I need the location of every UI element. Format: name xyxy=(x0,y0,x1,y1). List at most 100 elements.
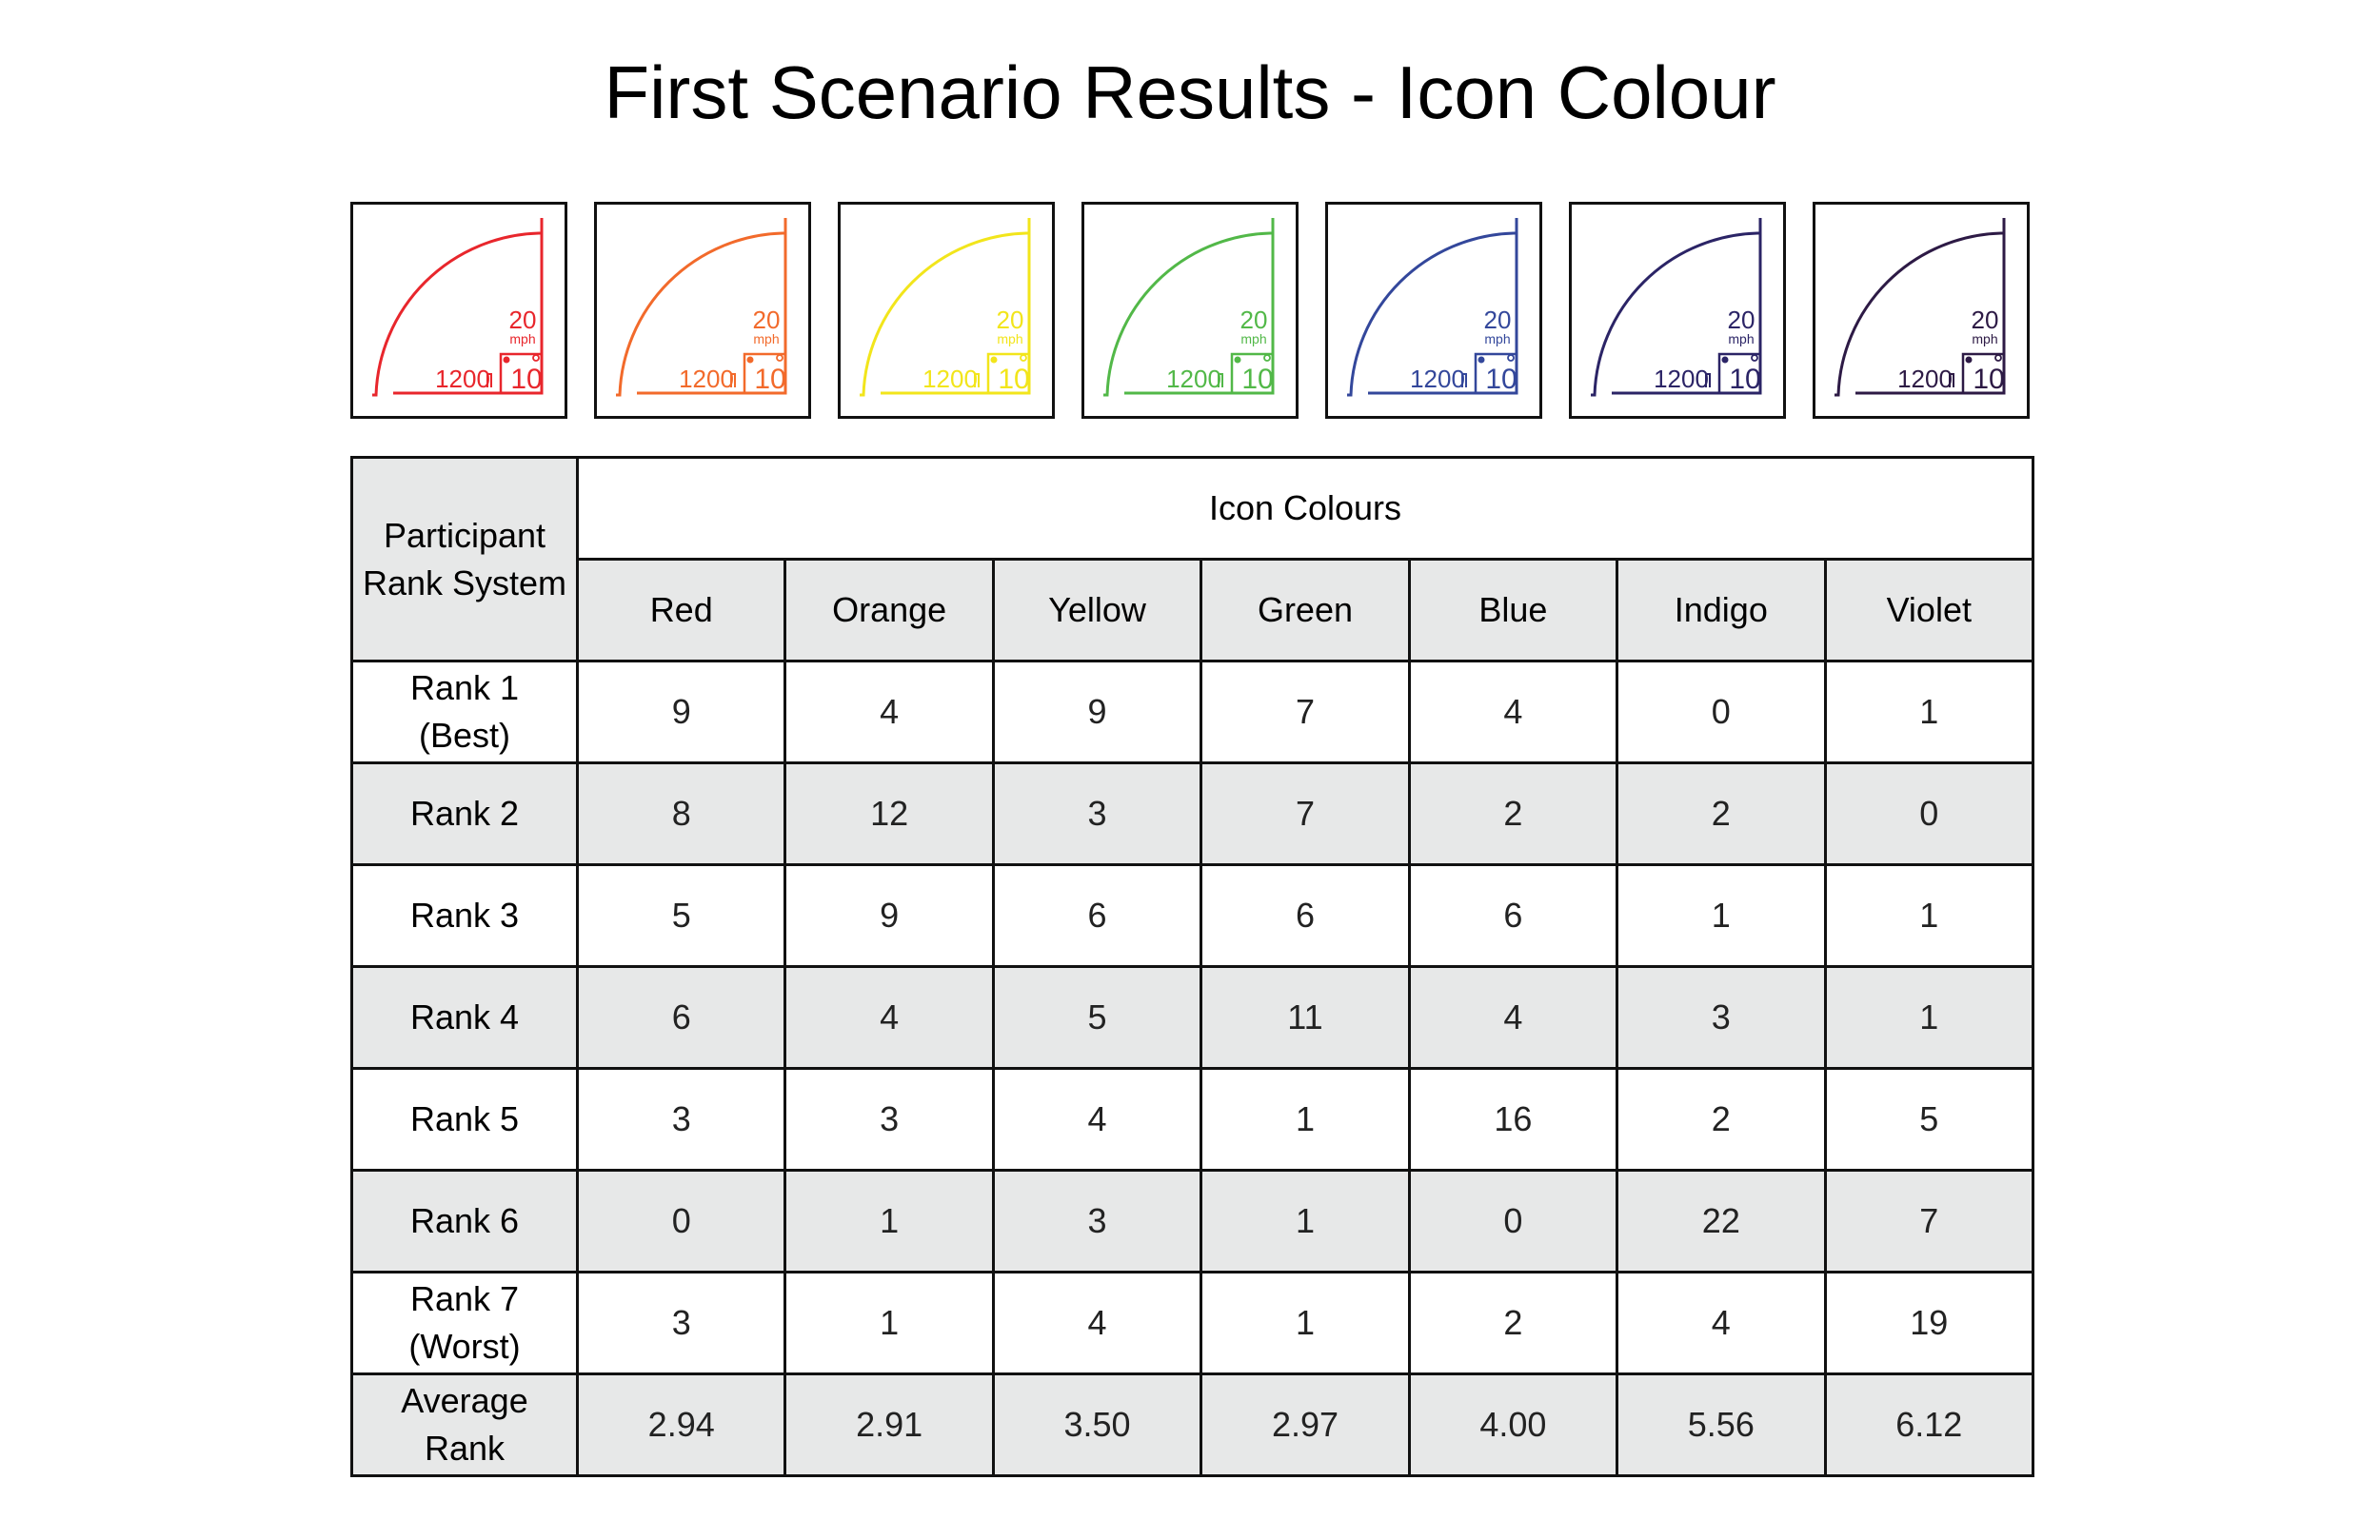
speed-value: 20 xyxy=(1728,306,1755,334)
table-cell: 0 xyxy=(1823,761,2035,866)
table-cell: 4.00 xyxy=(1407,1372,1619,1477)
row-header-line: Rank 2 xyxy=(409,794,520,833)
table-cell: 4 xyxy=(783,660,995,764)
distance-value: 1200 xyxy=(1654,365,1709,393)
table-cell: 5 xyxy=(575,863,787,968)
distance-unit-glyph xyxy=(1461,373,1467,387)
distance-unit-glyph xyxy=(1949,373,1954,387)
table-cell: 0 xyxy=(1407,1169,1619,1273)
row-header-line: Rank 1 xyxy=(409,668,520,707)
table-cell: 2 xyxy=(1616,1067,1827,1172)
row-header: Rank 4 xyxy=(350,965,579,1070)
count-value: 10 xyxy=(1485,364,1517,395)
speed-unit: mph xyxy=(1972,331,1997,346)
curve-line xyxy=(1347,218,1518,397)
distance-value: 1200 xyxy=(922,365,978,393)
table-cell: 7 xyxy=(1200,761,1411,866)
dot-hollow xyxy=(1751,354,1758,362)
row-header: Rank 6 xyxy=(350,1169,579,1273)
count-value: 10 xyxy=(510,364,542,395)
group-header: Icon Colours xyxy=(576,456,2034,561)
table-cell: 3.50 xyxy=(991,1372,1203,1477)
distance-value: 1200 xyxy=(1166,365,1221,393)
table-cell: 1 xyxy=(783,1169,995,1273)
table-cell: 3 xyxy=(575,1067,787,1172)
corner-header: Participant Rank System xyxy=(350,456,579,662)
dot-hollow xyxy=(1507,354,1515,362)
dot-filled xyxy=(746,356,754,364)
row-header: Average Rank xyxy=(350,1372,579,1477)
table-cell: 2.97 xyxy=(1200,1372,1411,1477)
dot-filled xyxy=(990,356,998,364)
table-cell: 7 xyxy=(1200,660,1411,764)
speed-unit: mph xyxy=(509,331,535,346)
table-cell: 2 xyxy=(1616,761,1827,866)
distance-unit-glyph xyxy=(486,373,492,387)
curve-line xyxy=(1103,218,1275,397)
table-cell: 4 xyxy=(1616,1271,1827,1375)
count-box xyxy=(499,352,544,395)
row-header-line: Rank 3 xyxy=(409,896,520,935)
column-header-orange: Orange xyxy=(783,558,995,662)
table-cell: 1 xyxy=(1200,1169,1411,1273)
table-cell: 12 xyxy=(783,761,995,866)
table-cell: 4 xyxy=(991,1067,1203,1172)
distance-unit-glyph xyxy=(1705,373,1711,387)
table-cell: 4 xyxy=(1407,660,1619,764)
speed-value: 20 xyxy=(997,306,1024,334)
table-cell: 3 xyxy=(575,1271,787,1375)
table-cell: 7 xyxy=(1823,1169,2035,1273)
page-title: First Scenario Results - Icon Colour xyxy=(604,50,1776,134)
curve-line xyxy=(1835,218,2006,397)
speed-unit: mph xyxy=(1728,331,1754,346)
road-edge xyxy=(1124,233,1275,395)
count-value: 10 xyxy=(1973,364,2004,395)
table-cell: 5 xyxy=(1823,1067,2035,1172)
dot-filled xyxy=(503,356,510,364)
speed-unit: mph xyxy=(753,331,779,346)
road-edge xyxy=(881,233,1031,395)
column-header-green: Green xyxy=(1200,558,1411,662)
table-row: Rank 7 (Worst) 3 1 4 1 2 4 19 xyxy=(350,1271,2035,1375)
count-value: 10 xyxy=(1729,364,1760,395)
table-cell: 2 xyxy=(1407,1271,1619,1375)
row-header-line: Average xyxy=(401,1381,528,1420)
count-box xyxy=(1961,352,2006,395)
table-cell: 0 xyxy=(575,1169,787,1273)
table-cell: 1 xyxy=(1200,1271,1411,1375)
column-header-yellow: Yellow xyxy=(991,558,1203,662)
table-cell: 4 xyxy=(991,1271,1203,1375)
dot-hollow xyxy=(776,354,783,362)
row-header: Rank 5 xyxy=(350,1067,579,1172)
table-row: Rank 4 6 4 5 11 4 3 1 xyxy=(350,965,2035,1070)
row-header-line: Rank 7 xyxy=(409,1279,520,1318)
table-cell: 4 xyxy=(1407,965,1619,1070)
road-edge xyxy=(1368,233,1518,395)
row-header-line: (Worst) xyxy=(408,1327,521,1366)
road-edge xyxy=(1855,233,2006,395)
count-box xyxy=(1474,352,1518,395)
table-cell: 2 xyxy=(1407,761,1619,866)
speed-value: 20 xyxy=(1484,306,1512,334)
row-header: Rank 3 xyxy=(350,863,579,968)
distance-unit-glyph xyxy=(974,373,980,387)
table-cell: 1 xyxy=(1823,965,2035,1070)
table-cell: 3 xyxy=(991,761,1203,866)
speed-unit: mph xyxy=(1240,331,1266,346)
dot-filled xyxy=(1478,356,1485,364)
row-header-line: Rank 5 xyxy=(409,1099,520,1138)
speed-value: 20 xyxy=(1240,306,1268,334)
icon-sample-red: 20 mph 10 1200 xyxy=(350,202,567,419)
table-cell: 6 xyxy=(1200,863,1411,968)
column-header-blue: Blue xyxy=(1407,558,1619,662)
curve-line xyxy=(1591,218,1762,397)
dot-filled xyxy=(1965,356,1973,364)
table-cell: 6 xyxy=(991,863,1203,968)
distance-unit-glyph xyxy=(1218,373,1223,387)
speed-value: 20 xyxy=(1972,306,1999,334)
icon-sample-blue: 20 mph 10 1200 xyxy=(1325,202,1542,419)
